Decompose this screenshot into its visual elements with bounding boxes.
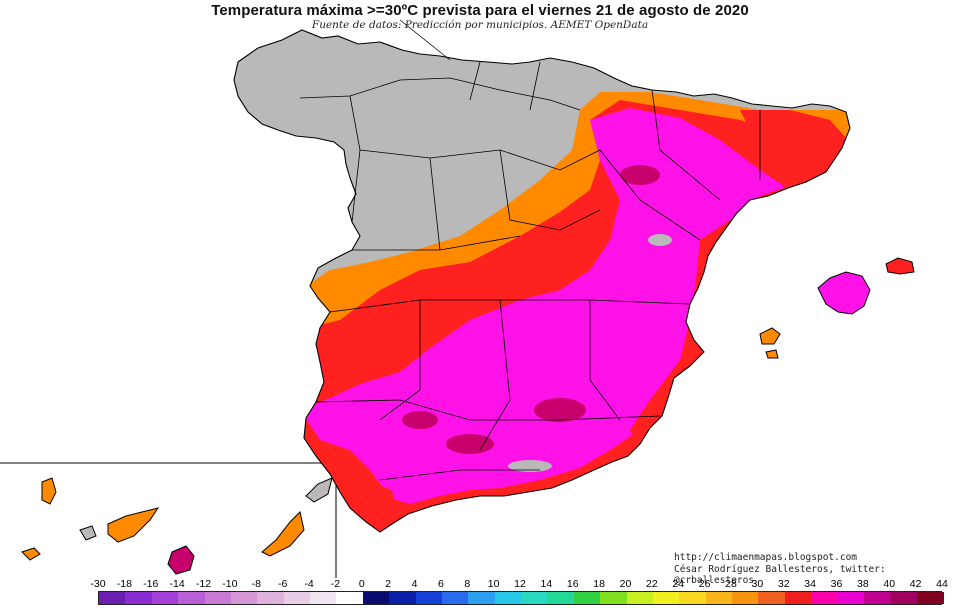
formentera-island <box>765 349 779 359</box>
ibiza-island <box>759 327 781 345</box>
legend-swatch <box>916 592 944 604</box>
legend-swatch <box>99 592 126 604</box>
legend-tick-label: 16 <box>566 578 579 590</box>
mainland-coastline <box>233 29 851 533</box>
legend-swatch <box>336 592 364 604</box>
legend-tick-label: -12 <box>195 578 212 590</box>
legend-swatch <box>441 592 469 604</box>
legend-swatch <box>362 592 390 604</box>
legend-tick-label: 24 <box>672 578 685 590</box>
legend-tick-label: 36 <box>830 578 843 590</box>
legend-tick-label: -16 <box>143 578 159 590</box>
legend-swatch <box>547 592 575 604</box>
el-hierro-island <box>21 547 41 561</box>
lanzarote-island <box>305 477 333 503</box>
legend-tick-label: 38 <box>857 578 869 590</box>
legend-tick-label: 30 <box>751 578 764 590</box>
legend-tick-label: 8 <box>464 578 471 590</box>
legend-tick-label: 42 <box>909 578 922 590</box>
legend-tick-label: 40 <box>883 578 896 590</box>
legend-tick-label: -14 <box>169 578 185 590</box>
author-credit: César Rodríguez Ballesteros, twitter: @c… <box>674 564 886 586</box>
legend-swatch <box>389 592 416 604</box>
mallorca-island <box>817 271 871 315</box>
legend-tick-label: -30 <box>90 578 106 590</box>
legend-swatch <box>863 592 891 604</box>
legend-tick-label: 20 <box>619 578 632 590</box>
legend-swatch <box>151 592 179 604</box>
legend-swatch <box>705 592 733 604</box>
legend-swatch <box>178 592 205 604</box>
legend-tick-label: -18 <box>116 578 132 590</box>
tenerife-island <box>107 507 160 543</box>
legend-tick-label: 34 <box>804 578 816 590</box>
legend-swatch <box>125 592 153 604</box>
legend-swatch <box>837 592 865 604</box>
legend-tick-label: 4 <box>411 578 418 590</box>
menorca-island <box>885 257 915 275</box>
legend-swatch <box>732 592 759 604</box>
color-legend-bar <box>98 591 944 605</box>
legend-tick-label: -10 <box>222 578 238 590</box>
legend-swatch <box>310 592 337 604</box>
legend-tick-label: 32 <box>777 578 790 590</box>
province-borders <box>299 19 761 481</box>
legend-swatch <box>679 592 707 604</box>
legend-swatch <box>600 592 627 604</box>
legend-swatch <box>626 592 654 604</box>
legend-tick-label: 22 <box>646 578 658 590</box>
legend-swatch <box>758 592 786 604</box>
legend-labels: -30 -18 -16 -14 -12 -10 -8 -6 -4 -2 0 2 4 6 8 10 12 14 16 1… <box>0 578 960 592</box>
legend-tick-label: 2 <box>385 578 392 590</box>
legend-tick-label: -4 <box>304 578 314 590</box>
legend-swatch <box>521 592 548 604</box>
legend-swatch <box>257 592 285 604</box>
legend-swatch <box>230 592 258 604</box>
legend-swatch <box>890 592 918 604</box>
gran-canaria-island <box>167 545 195 575</box>
legend-swatch <box>784 592 812 604</box>
legend-tick-label: -8 <box>251 578 261 590</box>
legend-swatch <box>652 592 680 604</box>
legend-swatch <box>494 592 522 604</box>
la-gomera-island <box>79 525 97 541</box>
legend-swatch <box>573 592 601 604</box>
la-palma-island <box>41 477 57 505</box>
legend-swatch <box>283 592 311 604</box>
legend-tick-label: 28 <box>725 578 737 590</box>
legend-tick-label: 6 <box>437 578 444 590</box>
legend-tick-label: -2 <box>330 578 341 590</box>
map-subtitle: Fuente de datos: Predicción por municipi… <box>311 19 649 31</box>
legend-swatch <box>811 592 838 604</box>
legend-swatch <box>204 592 232 604</box>
legend-tick-label: 14 <box>540 578 553 590</box>
map-title: Temperatura máxima >=30ºC prevista para … <box>211 2 749 19</box>
legend-tick-label: 26 <box>698 578 711 590</box>
blog-url: http://climaenmapas.blogspot.com <box>674 552 858 563</box>
legend-tick-label: 0 <box>358 578 365 590</box>
legend-swatch <box>468 592 496 604</box>
legend-tick-label: 12 <box>514 578 526 590</box>
legend-tick-label: -6 <box>277 578 288 590</box>
legend-tick-label: 18 <box>593 578 605 590</box>
legend-tick-label: 10 <box>487 578 500 590</box>
legend-tick-label: 44 <box>936 578 948 590</box>
legend-swatch <box>415 592 443 604</box>
fuerteventura-island <box>261 511 305 557</box>
